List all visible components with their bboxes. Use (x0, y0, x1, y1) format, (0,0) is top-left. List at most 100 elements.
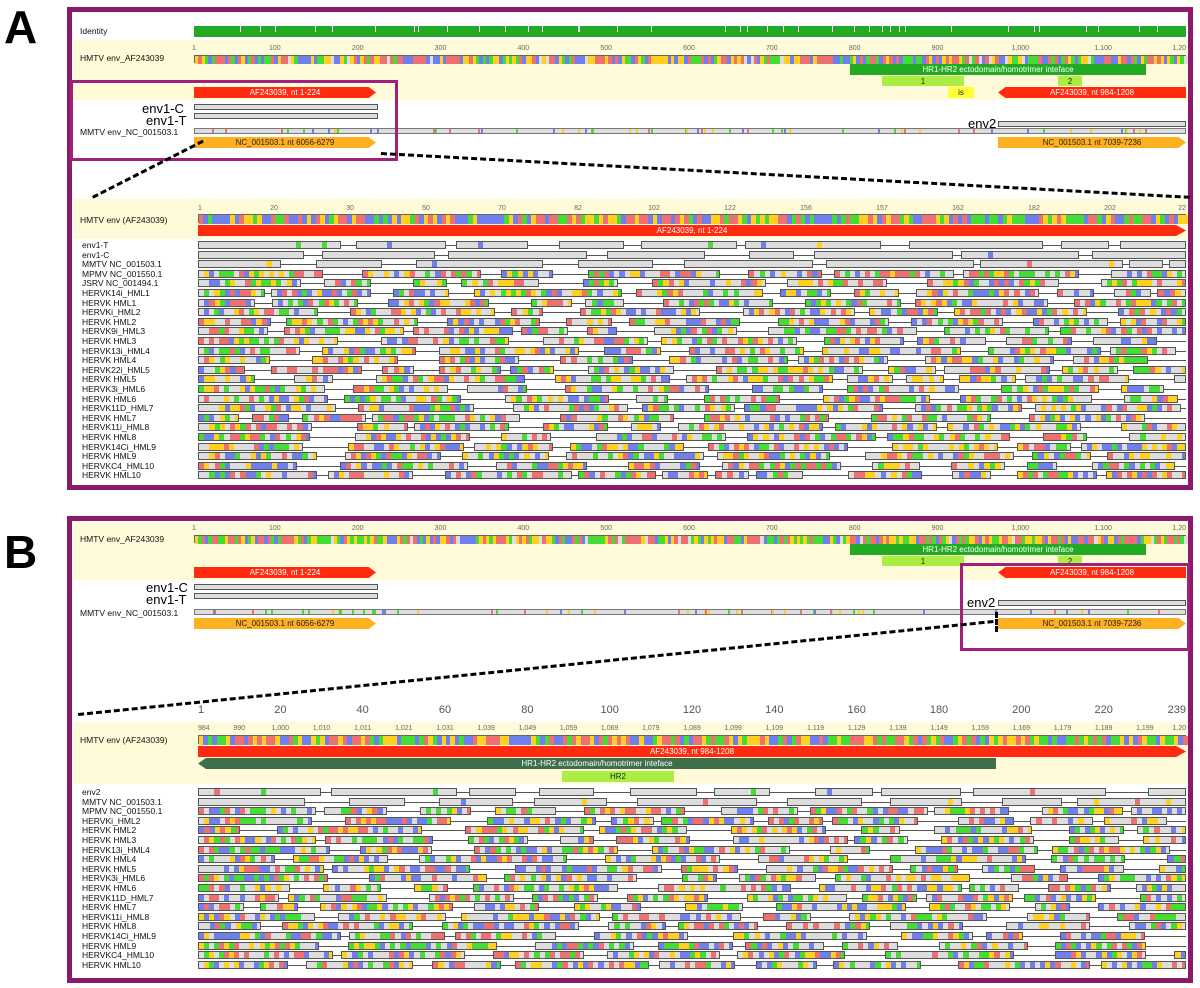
nucleotide-cell (780, 56, 785, 64)
nucleotide-cell (538, 309, 542, 316)
ruler-tick: 1 (198, 205, 202, 212)
nucleotide-cell (619, 299, 623, 306)
nucleotide-cell (699, 453, 703, 460)
nucleotide-cell (1159, 386, 1163, 392)
mismatch-mark (729, 129, 731, 133)
nucleotide-cell (261, 56, 266, 64)
nucleotide-cell (1045, 328, 1048, 335)
alignment-row-label: HERVK22i_HML5 (82, 366, 150, 375)
env1t-label-a: env1-T (146, 114, 186, 127)
alignment-segment (376, 375, 525, 384)
alignment-segment (198, 250, 304, 259)
alignment-segment (927, 279, 1059, 288)
nucleotide-cell (319, 270, 322, 277)
nucleotide-cell (735, 318, 739, 325)
alignment-segment (716, 365, 863, 374)
identity-mismatch (1008, 26, 1009, 32)
nucleotide-cell (287, 56, 292, 64)
mismatch-mark (772, 129, 774, 133)
nucleotide-cell (985, 56, 990, 64)
nucleotide-cell (694, 56, 699, 64)
nucleotide-cell (1152, 338, 1156, 344)
ruler-tick: 82 (574, 205, 582, 212)
alignment-segment (1057, 289, 1094, 297)
panel-b-letter: B (4, 529, 37, 575)
mismatch-mark (629, 129, 631, 133)
nucleotide-cell (442, 242, 445, 248)
alignment-segment (824, 337, 904, 345)
mismatch-mark (328, 129, 330, 133)
nucleotide-cell (486, 215, 492, 224)
alignment-segment (198, 241, 341, 249)
alignment-segment (322, 346, 416, 355)
alignment-segment (198, 433, 310, 441)
nucleotide-cell (1181, 242, 1185, 248)
nucleotide-cell (208, 56, 213, 64)
nucleotide-cell (939, 376, 943, 383)
mismatch-mark (789, 129, 791, 133)
nucleotide-cell (581, 56, 586, 64)
nucleotide-cell (1044, 56, 1049, 64)
nucleotide-cell (265, 357, 269, 364)
nucleotide-cell (604, 395, 608, 402)
nucleotide-cell (452, 56, 457, 64)
nucleotide-cell (945, 56, 950, 64)
nucleotide-cell (239, 215, 245, 224)
alignment-row-label: HERVK11D_HML7 (82, 404, 154, 413)
env1c-bar-a (194, 104, 378, 110)
alignment-segment (629, 317, 740, 326)
ruler-tick: 1,100 (1094, 525, 1112, 532)
nucleotide-cell (950, 270, 953, 277)
nucleotide-cell (987, 414, 990, 421)
alignment-segment (284, 327, 404, 336)
nucleotide-cell (998, 56, 1003, 64)
nucleotide-cell (512, 56, 517, 64)
nucleotide-cell (1137, 56, 1142, 64)
alignment-segment (704, 394, 780, 403)
nucleotide-cell (582, 462, 586, 469)
nucleotide-cell (350, 56, 355, 64)
nucleotide-cell (965, 56, 970, 64)
nc-left-annot-a: NC_001503.1 nt 6056-6279 (194, 137, 376, 148)
zoom-hmtv-label-a: HMTV env (AF243039) (80, 216, 167, 225)
nucleotide-cell (869, 56, 874, 64)
nucleotide-cell (889, 56, 894, 64)
nucleotide-cell (340, 56, 345, 64)
alignment-segment (474, 442, 553, 451)
nucleotide-cell (515, 414, 519, 421)
panel-a-letter: A (4, 4, 37, 50)
alignment-row-label: HERVK HML5 (82, 375, 136, 384)
nucleotide-cell (466, 434, 469, 440)
identity-mismatch (414, 26, 415, 32)
nucleotide-cell (882, 56, 887, 64)
nucleotide-cell (1118, 261, 1122, 268)
alignment-segment (752, 385, 823, 393)
alignment-segment (461, 279, 539, 288)
nucleotide-cell (1096, 347, 1100, 354)
alignment-segment (286, 317, 418, 326)
nucleotide-cell (366, 56, 371, 64)
identity-mismatch (854, 26, 855, 32)
nucleotide-cell (571, 56, 576, 64)
nucleotide-cell (548, 270, 552, 277)
nucleotide-cell (769, 299, 772, 306)
mismatch-mark (686, 129, 688, 133)
nucleotide-cell (614, 280, 617, 287)
alignment-segment (1074, 298, 1186, 307)
nucleotide-cell (324, 395, 327, 402)
mismatch-mark (1133, 129, 1135, 133)
alignment-row-label: JSRV NC_001494.1 (82, 279, 158, 288)
nucleotide-cell (896, 299, 900, 306)
nucleotide-cell (430, 251, 434, 258)
nucleotide-cell (1074, 270, 1078, 277)
nucleotide-cell (1086, 453, 1090, 460)
nucleotide-cell (730, 405, 734, 412)
nucleotide-cell (578, 56, 583, 64)
nucleotide-cell (1173, 395, 1177, 402)
nucleotide-cell (459, 215, 465, 224)
nucleotide-cell (958, 56, 963, 64)
nucleotide-cell (532, 56, 537, 64)
nucleotide-cell (393, 56, 398, 64)
nucleotide-cell (954, 386, 958, 392)
identity-ruler (192, 15, 1186, 25)
